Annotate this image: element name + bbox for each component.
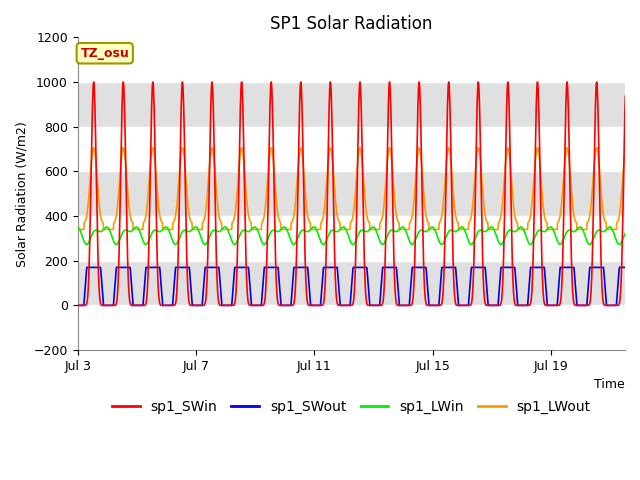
sp1_SWin <box>625 147 632 153</box>
sp1_SWout <box>219 302 227 308</box>
sp1_SWout <box>333 264 341 270</box>
sp1_LWin <box>93 228 101 233</box>
Line: sp1_SWout: sp1_SWout <box>77 267 639 305</box>
Line: sp1_LWin: sp1_LWin <box>77 227 639 244</box>
sp1_SWin <box>636 302 640 308</box>
sp1_SWout <box>93 264 101 270</box>
sp1_SWout <box>83 264 91 270</box>
sp1_LWout <box>93 179 101 184</box>
sp1_SWout <box>539 264 547 270</box>
sp1_SWin <box>90 79 97 85</box>
Text: TZ_osu: TZ_osu <box>81 47 129 60</box>
sp1_LWout <box>391 202 399 207</box>
sp1_SWin <box>391 288 399 294</box>
sp1_LWin <box>333 228 341 234</box>
sp1_SWin <box>219 302 227 308</box>
sp1_LWout <box>636 227 640 232</box>
sp1_LWin <box>219 226 227 231</box>
sp1_LWin <box>103 224 111 230</box>
sp1_LWout <box>90 145 97 151</box>
sp1_LWin <box>74 224 81 230</box>
Bar <box>77 82 625 127</box>
sp1_SWout <box>625 264 632 270</box>
sp1_SWin <box>539 288 547 294</box>
sp1_LWout <box>539 202 547 207</box>
sp1_LWin <box>625 227 632 233</box>
sp1_LWout <box>333 212 341 217</box>
sp1_LWin <box>113 241 120 247</box>
sp1_LWin <box>392 228 399 234</box>
Legend: sp1_SWin, sp1_SWout, sp1_LWin, sp1_LWout: sp1_SWin, sp1_SWout, sp1_LWin, sp1_LWout <box>106 395 596 420</box>
sp1_LWout <box>74 227 81 232</box>
Y-axis label: Solar Radiation (W/m2): Solar Radiation (W/m2) <box>15 121 28 266</box>
Line: sp1_LWout: sp1_LWout <box>77 148 639 229</box>
sp1_SWin <box>93 228 101 234</box>
sp1_SWin <box>74 302 81 308</box>
sp1_SWin <box>333 300 341 306</box>
Bar <box>77 171 625 216</box>
sp1_LWout <box>219 227 227 232</box>
X-axis label: Time: Time <box>595 378 625 391</box>
Line: sp1_SWin: sp1_SWin <box>77 82 639 305</box>
Bar <box>77 261 625 305</box>
sp1_SWout <box>74 302 81 308</box>
sp1_SWout <box>391 264 399 270</box>
Title: SP1 Solar Radiation: SP1 Solar Radiation <box>270 15 433 33</box>
sp1_LWin <box>540 228 547 234</box>
sp1_LWout <box>625 158 632 164</box>
sp1_SWout <box>636 302 640 308</box>
sp1_LWin <box>636 224 640 230</box>
